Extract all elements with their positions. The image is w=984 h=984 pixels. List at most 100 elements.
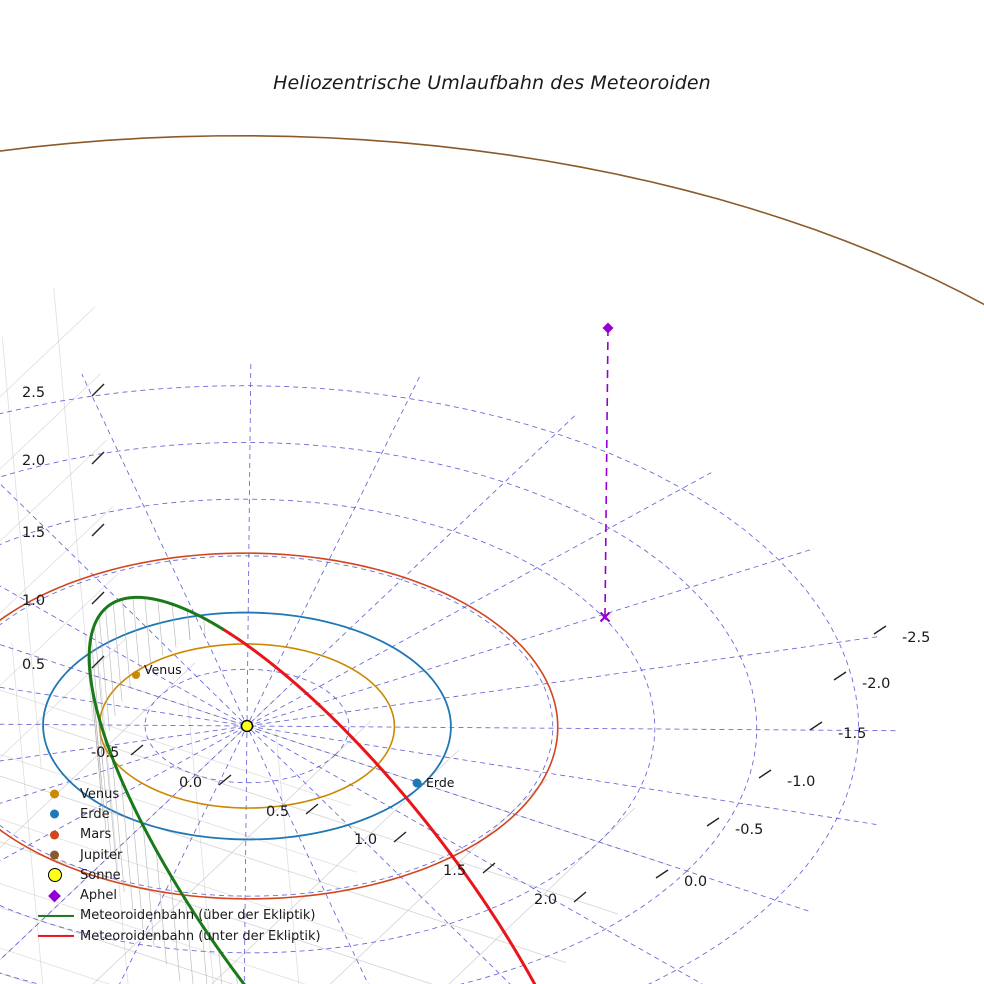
meteoroid-orbit-above-ecliptic [185, 608, 225, 631]
floor-grid-line [92, 720, 372, 984]
legend-item-jupiter[interactable]: Jupiter [36, 845, 321, 865]
legend-marker-circle-icon [36, 825, 78, 845]
legend-dot-icon [50, 830, 59, 840]
z-axis-tick-label: 1.0 [22, 593, 46, 609]
legend-marker-circle-icon [36, 804, 78, 824]
wall-grid-line [0, 506, 113, 614]
polar-grid-radial [0, 636, 879, 762]
legend-dot-icon [48, 868, 62, 883]
erde-label: Erde [426, 775, 455, 790]
legend-item-erde[interactable]: Erde [36, 804, 321, 824]
z-axis-tick-label: 2.5 [22, 385, 46, 401]
polar-grid-circle [0, 385, 860, 984]
orbit-dropline [94, 625, 106, 747]
legend-dot-icon [50, 850, 59, 860]
orbit-dropline [98, 615, 110, 731]
x-axis-tick-mark [573, 891, 587, 903]
legend-line-icon [38, 914, 74, 917]
z-axis-tick-label: 0.5 [22, 657, 46, 673]
z-axis-tick-mark [91, 655, 105, 669]
orbit-dropline [98, 715, 112, 855]
y-axis-tick-mark [655, 869, 669, 879]
floor-grid-line [448, 807, 636, 984]
z-axis-tick-label: 2.0 [22, 453, 46, 469]
legend-dot-icon [50, 789, 59, 799]
x-axis-tick-label: 1.0 [354, 832, 378, 848]
floor-grid-line [211, 749, 460, 984]
orbit-venus [98, 643, 396, 809]
legend-item-mars[interactable]: Mars [36, 825, 321, 845]
legend-marker-line-icon [36, 906, 78, 926]
legend-item-venus[interactable]: Venus [36, 784, 321, 804]
legend-item-aphel[interactable]: Aphel [36, 885, 321, 905]
orbit-dropline [187, 610, 191, 641]
orbit-dropline [185, 899, 194, 984]
orbit-dropline [93, 697, 107, 836]
orbit-dropline [132, 597, 141, 677]
legend-marker-line-icon [36, 926, 78, 946]
legend-line-icon [38, 935, 74, 938]
wall-grid-line [0, 306, 95, 398]
legend-item-sonne[interactable]: Sonne [36, 865, 321, 885]
legend-item-meteoroidenbahn[interactable]: Meteoroidenbahn (unter der Ekliptik) [36, 926, 321, 946]
y-axis-tick-mark [758, 769, 772, 779]
wall-grid-line [0, 818, 364, 940]
y-axis-tick-label: -1.0 [787, 774, 816, 790]
z-axis-tick-mark [91, 383, 105, 397]
legend-item-label: Venus [80, 786, 120, 802]
legend-item-label: Jupiter [80, 847, 123, 863]
x-axis-tick-mark [482, 862, 496, 874]
x-axis-tick-label: 0.5 [266, 804, 290, 820]
orbit-dropline [104, 735, 118, 874]
legend-item-label: Erde [80, 806, 110, 822]
wall-grid-line [187, 700, 214, 984]
orbit-dropline [144, 597, 152, 666]
wall-grid-line [1, 336, 42, 770]
orbit-mars [0, 552, 559, 900]
floor-grid-line [0, 775, 567, 964]
orbit-dropline [218, 949, 223, 984]
legend-marker-circle-icon [36, 784, 78, 804]
marker-venus [132, 671, 140, 679]
orbit-dropline [90, 679, 104, 817]
orbit-dropline [171, 604, 177, 648]
orbit-dropline [111, 757, 125, 892]
x-axis-tick-label: 1.5 [443, 863, 467, 879]
meteoroid-orbit-below-ecliptic [221, 627, 537, 984]
marker-aphel [602, 322, 614, 334]
marker-aphel-projection [599, 611, 611, 623]
page-title: Heliozentrische Umlaufbahn des Meteoroid… [273, 72, 711, 94]
floor-grid-line [36, 722, 619, 915]
marker-sonne [240, 719, 254, 733]
legend-item-meteoroidenbahn[interactable]: Meteoroidenbahn (über der Ekliptik) [36, 906, 321, 926]
aphel-dropline [604, 327, 609, 618]
legend-marker-circle-icon [36, 845, 78, 865]
x-axis-tick-label: 0.0 [179, 775, 203, 791]
x-axis-tick-mark [393, 831, 407, 843]
orbit-dropline [201, 924, 208, 984]
orbit-dropline [121, 599, 131, 689]
legend-item-label: Mars [80, 827, 112, 843]
polar-grid-radial [0, 585, 703, 984]
x-axis-tick-mark [218, 774, 232, 786]
orbit-dropline [120, 779, 134, 911]
y-axis-tick-label: -0.5 [735, 822, 764, 838]
y-axis-tick-mark [873, 625, 887, 635]
legend-marker-circle-outlined-icon [36, 865, 78, 885]
orbit-dropline [203, 618, 206, 635]
wall-grid-line [0, 439, 107, 542]
marker-erde [412, 778, 422, 788]
y-axis-tick-label: -2.0 [862, 676, 891, 692]
x-axis-tick-label: -0.5 [91, 745, 120, 761]
legend-marker-diamond-icon [36, 886, 78, 906]
legend-item-label: Meteoroidenbahn (über der Ekliptik) [80, 908, 316, 924]
meteoroid-orbit-above-ecliptic [87, 595, 246, 984]
orbit-dropline [142, 825, 155, 947]
legend-item-label: Aphel [80, 888, 117, 904]
wall-grid-line [0, 572, 119, 687]
legend-diamond-icon [48, 889, 61, 902]
venus-label: Venus [144, 662, 182, 677]
x-axis-tick-mark [305, 803, 319, 815]
